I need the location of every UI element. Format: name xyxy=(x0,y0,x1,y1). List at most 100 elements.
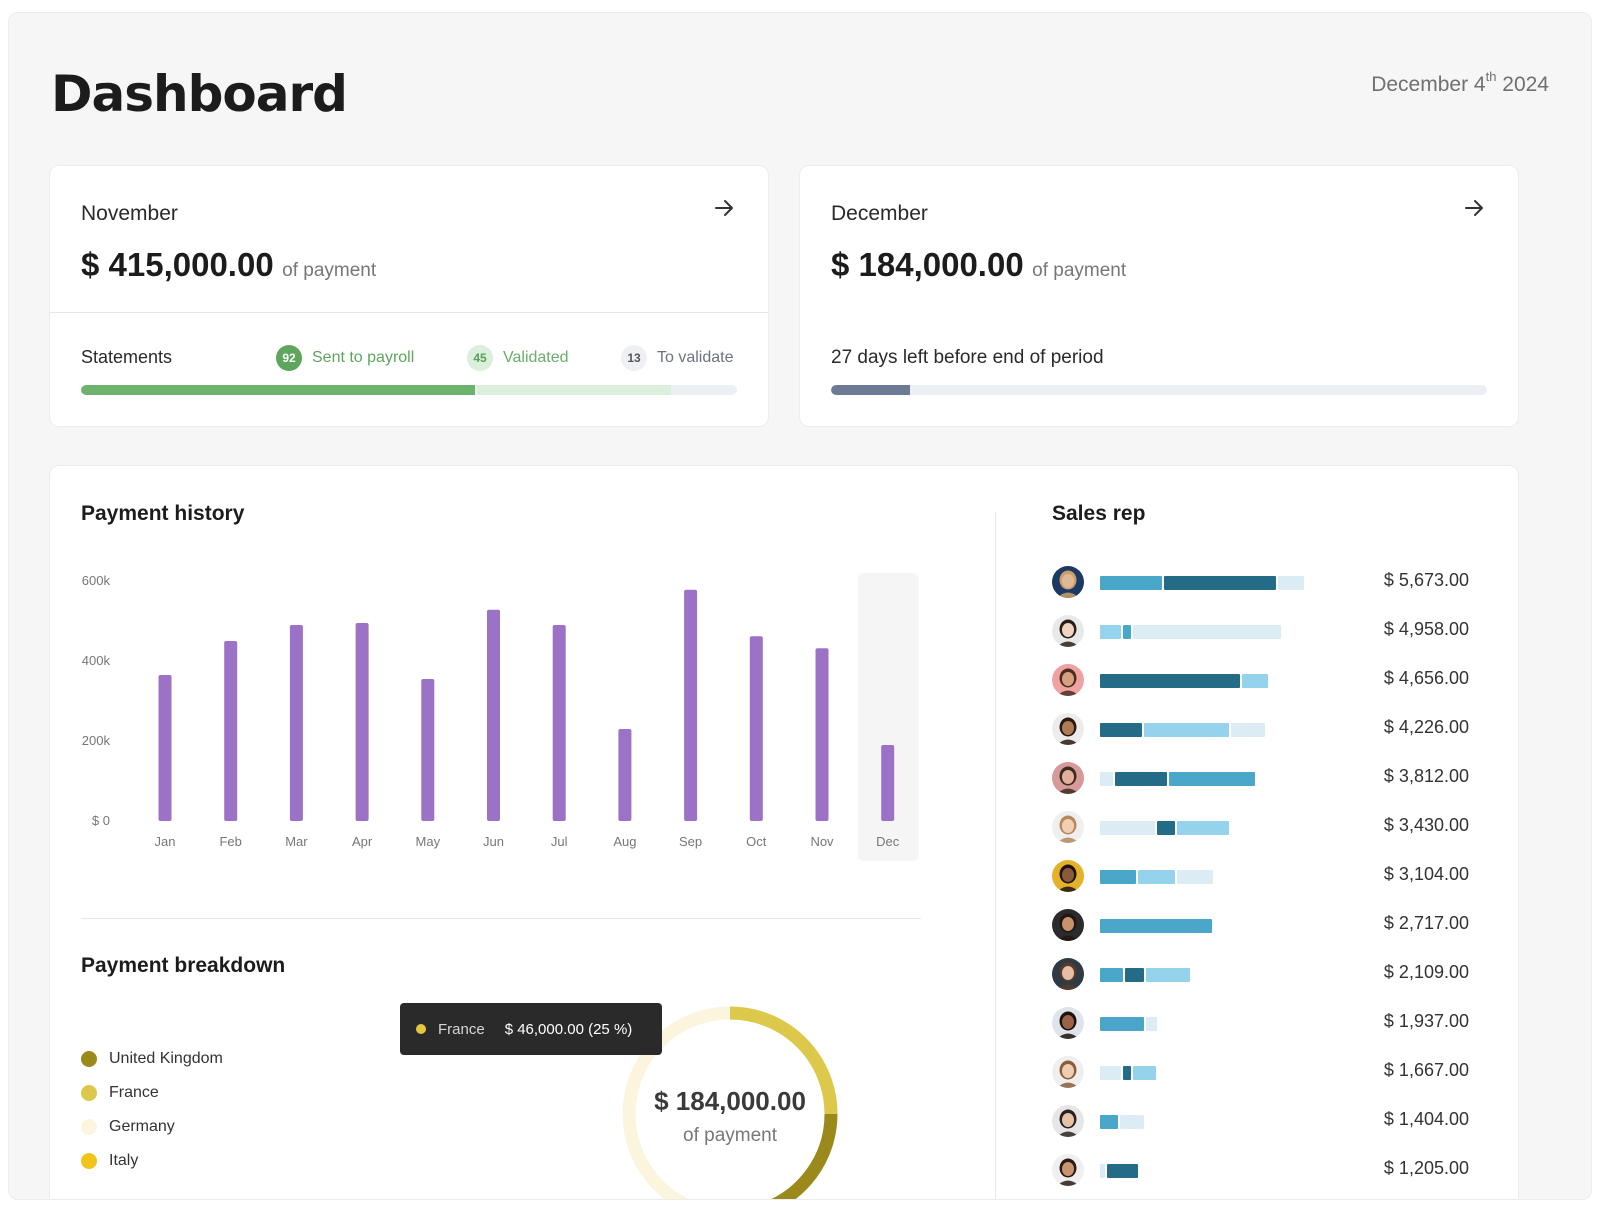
card-month-title: December xyxy=(831,202,928,225)
sales-rep-amount: $ 3,812.00 xyxy=(1383,766,1469,786)
sales-rep-row[interactable]: $ 4,656.00 xyxy=(1052,664,1482,713)
november-card[interactable]: November $ 415,000.00 of payment Stateme… xyxy=(49,165,769,427)
chart-bar[interactable] xyxy=(224,641,238,821)
sales-rep-bar xyxy=(1100,821,1360,835)
legend-item[interactable]: France xyxy=(81,1076,223,1110)
avatar xyxy=(1052,566,1084,598)
section-divider xyxy=(81,918,921,919)
sales-rep-amount: $ 1,404.00 xyxy=(1383,1109,1469,1129)
chart-bar[interactable] xyxy=(618,729,632,821)
count-badge: 45 xyxy=(467,345,493,371)
sales-rep-row[interactable]: $ 1,404.00 xyxy=(1052,1105,1482,1154)
tooltip-country: France xyxy=(438,1020,485,1038)
sales-rep-bar-segment xyxy=(1176,870,1214,884)
sales-rep-bar-segment xyxy=(1100,723,1142,737)
sales-rep-bar-segment xyxy=(1100,576,1163,590)
legend-item[interactable]: Germany xyxy=(81,1110,223,1144)
chart-bar[interactable] xyxy=(355,623,369,821)
legend-dot xyxy=(81,1085,97,1101)
sales-rep-amount: $ 2,109.00 xyxy=(1383,962,1469,982)
sales-rep-row[interactable]: $ 3,104.00 xyxy=(1052,860,1482,909)
donut-center-label: $ 184,000.00 of payment xyxy=(620,1086,840,1147)
date-ordinal-suffix: th xyxy=(1485,69,1497,84)
sales-rep-bar-segment xyxy=(1100,870,1137,884)
sales-rep-bar-segment xyxy=(1122,1066,1131,1080)
chart-bar[interactable] xyxy=(487,609,500,821)
sales-rep-row[interactable]: $ 3,430.00 xyxy=(1052,811,1482,860)
avatar xyxy=(1052,762,1084,794)
sales-rep-row[interactable]: $ 1,205.00 xyxy=(1052,1154,1482,1199)
sales-rep-bar-segment xyxy=(1100,1066,1121,1080)
sales-rep-bar xyxy=(1100,625,1360,639)
sales-rep-bar-segment xyxy=(1231,723,1266,737)
chart-bar[interactable] xyxy=(158,675,172,821)
card-divider xyxy=(50,312,768,313)
sales-rep-bar-segment xyxy=(1156,821,1175,835)
sales-rep-row[interactable]: $ 3,812.00 xyxy=(1052,762,1482,811)
stat-label: Validated xyxy=(503,349,569,366)
highlight-column xyxy=(857,573,919,861)
chart-bar[interactable] xyxy=(749,636,763,821)
sales-rep-row[interactable]: $ 4,226.00 xyxy=(1052,713,1482,762)
stat-to-validate[interactable]: 13 To validate xyxy=(621,345,734,371)
sales-rep-bar-segment xyxy=(1100,772,1113,786)
december-card[interactable]: December $ 184,000.00 of payment 27 days… xyxy=(799,165,1519,427)
sales-rep-row[interactable]: $ 2,717.00 xyxy=(1052,909,1482,958)
chart-bar[interactable] xyxy=(881,745,895,821)
x-tick-label: Feb xyxy=(219,834,241,849)
x-tick-label: Jul xyxy=(551,834,568,849)
sales-rep-row[interactable]: $ 1,667.00 xyxy=(1052,1056,1482,1105)
chart-bar[interactable] xyxy=(421,679,435,821)
sales-rep-bar xyxy=(1100,772,1360,786)
x-tick-label: Apr xyxy=(352,834,373,849)
sales-rep-bar-segment xyxy=(1145,968,1190,982)
chart-bar[interactable] xyxy=(552,625,566,821)
sales-rep-bar-segment xyxy=(1115,772,1167,786)
payment-breakdown-donut[interactable] xyxy=(610,994,850,1200)
page-title: Dashboard xyxy=(51,65,348,123)
column-divider xyxy=(995,512,996,1199)
chart-bar[interactable] xyxy=(815,648,829,821)
x-tick-label: Oct xyxy=(746,834,767,849)
card-amount-suffix: of payment xyxy=(282,260,377,281)
sales-rep-bar-segment xyxy=(1143,723,1230,737)
chart-bar[interactable] xyxy=(684,589,698,821)
arrow-right-icon[interactable] xyxy=(712,196,736,220)
donut-slice[interactable] xyxy=(729,1006,838,1115)
legend-label: France xyxy=(109,1084,159,1101)
sales-rep-amount: $ 1,937.00 xyxy=(1383,1011,1469,1031)
sales-rep-bar xyxy=(1100,968,1360,982)
legend-item[interactable]: Italy xyxy=(81,1144,223,1178)
sales-rep-amount: $ 1,205.00 xyxy=(1383,1158,1469,1178)
legend-label: Italy xyxy=(109,1152,139,1169)
sales-rep-bar xyxy=(1100,919,1360,933)
sales-rep-row[interactable]: $ 2,109.00 xyxy=(1052,958,1482,1007)
sales-rep-bar-segment xyxy=(1169,772,1255,786)
statements-label: Statements xyxy=(81,347,173,367)
donut-subtitle: of payment xyxy=(683,1125,777,1146)
donut-slice[interactable] xyxy=(761,1113,838,1200)
card-amount-row: $ 184,000.00 of payment xyxy=(831,246,1126,284)
donut-slice[interactable] xyxy=(622,1006,761,1200)
sales-rep-row[interactable]: $ 1,937.00 xyxy=(1052,1007,1482,1056)
card-amount-row: $ 415,000.00 of payment xyxy=(81,246,376,284)
sales-rep-row[interactable]: $ 5,673.00 xyxy=(1052,566,1482,615)
legend-item[interactable]: United Kingdom xyxy=(81,1042,223,1076)
stat-label: Sent to payroll xyxy=(312,349,415,366)
legend-label: United Kingdom xyxy=(109,1050,223,1067)
chart-bar[interactable] xyxy=(289,625,303,821)
period-progress-bar xyxy=(831,385,1487,395)
stat-sent-to-payroll[interactable]: 92 Sent to payroll xyxy=(276,345,414,371)
sales-rep-bar xyxy=(1100,1164,1360,1178)
breakdown-legend: United Kingdom France Germany Italy xyxy=(81,1042,223,1178)
x-tick-label: Aug xyxy=(613,834,636,849)
sales-rep-bar-segment xyxy=(1120,1115,1144,1129)
sales-rep-row[interactable]: $ 4,958.00 xyxy=(1052,615,1482,664)
sales-rep-amount: $ 3,430.00 xyxy=(1383,815,1469,835)
sales-rep-bar xyxy=(1100,1115,1360,1129)
arrow-right-icon[interactable] xyxy=(1462,196,1486,220)
stat-validated[interactable]: 45 Validated xyxy=(467,345,569,371)
card-amount: $ 184,000.00 xyxy=(831,246,1024,283)
y-tick-label: $ 200k xyxy=(80,733,110,748)
tooltip-dot xyxy=(416,1024,426,1034)
